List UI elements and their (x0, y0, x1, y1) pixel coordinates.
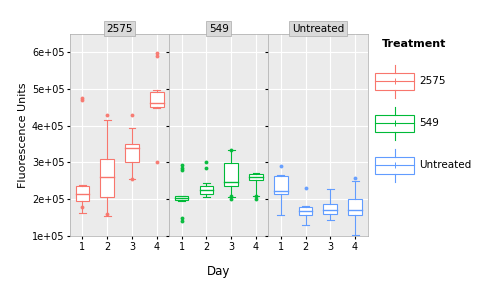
Title: 549: 549 (209, 24, 229, 34)
Bar (249, 173, 263, 180)
Text: Day: Day (207, 265, 231, 278)
Bar (324, 204, 337, 214)
Bar (274, 176, 287, 194)
Bar (150, 92, 164, 107)
Bar (224, 163, 238, 186)
Text: Treatment: Treatment (382, 39, 446, 49)
Bar (76, 186, 89, 201)
Bar (200, 186, 213, 194)
Bar (174, 196, 188, 200)
Bar (375, 157, 414, 174)
Bar (348, 198, 362, 215)
Text: Untreated: Untreated (419, 160, 472, 171)
Text: 549: 549 (419, 118, 439, 128)
Title: Untreated: Untreated (292, 24, 344, 34)
Bar (125, 144, 139, 162)
Bar (375, 73, 414, 90)
Y-axis label: Fluorescence Units: Fluorescence Units (18, 82, 28, 188)
Title: 2575: 2575 (106, 24, 133, 34)
Text: 2575: 2575 (419, 76, 446, 86)
Bar (375, 115, 414, 132)
Bar (298, 207, 312, 215)
Bar (100, 159, 114, 198)
